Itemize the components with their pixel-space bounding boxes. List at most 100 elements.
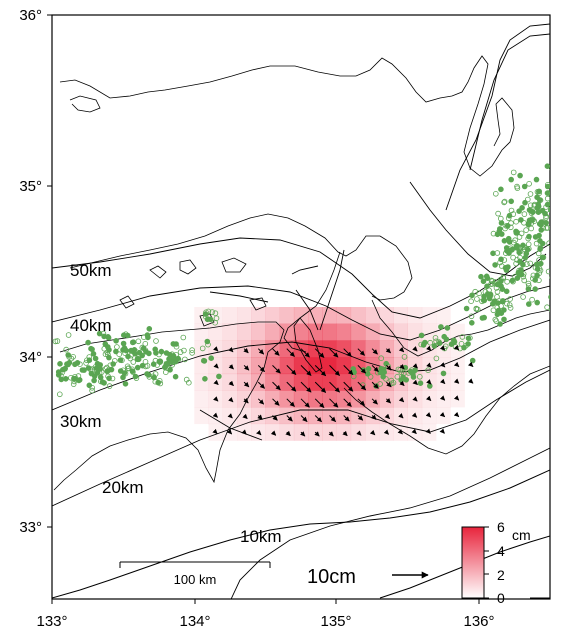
earthquake-point bbox=[420, 342, 427, 348]
earthquake-point bbox=[520, 261, 526, 268]
earthquake-point bbox=[523, 227, 529, 233]
earthquake-point bbox=[204, 338, 211, 345]
earthquake-point bbox=[152, 378, 159, 385]
earthquake-point bbox=[417, 380, 424, 387]
earthquake-point bbox=[520, 273, 527, 280]
displacement-arrow bbox=[453, 395, 460, 401]
displacement-arrow bbox=[467, 361, 474, 367]
displacement-arrow bbox=[412, 346, 418, 352]
displacement-arrow bbox=[329, 398, 339, 408]
earthquake-point bbox=[514, 183, 520, 190]
earthquake-point bbox=[383, 376, 389, 382]
earthquake-point bbox=[120, 367, 126, 374]
displacement-arrow bbox=[243, 398, 249, 404]
earthquake-point bbox=[135, 338, 142, 345]
earthquake-point bbox=[102, 341, 109, 347]
earthquake-point bbox=[537, 260, 544, 267]
earthquake-point bbox=[182, 356, 188, 363]
earthquake-point bbox=[92, 355, 99, 362]
displacement-cell bbox=[222, 323, 238, 341]
earthquake-point bbox=[548, 207, 550, 213]
earthquake-point bbox=[526, 220, 532, 227]
lat-tick-36: 36° bbox=[19, 7, 42, 24]
earthquake-point bbox=[493, 318, 500, 324]
earthquake-point bbox=[83, 360, 89, 366]
earthquake-point bbox=[63, 346, 69, 353]
earthquake-point bbox=[85, 339, 91, 346]
earthquake-point bbox=[472, 288, 479, 295]
earthquake-point bbox=[532, 286, 538, 292]
displacement-arrow bbox=[439, 378, 446, 385]
earthquake-point bbox=[558, 223, 563, 228]
displacement-arrow bbox=[439, 428, 445, 434]
earthquake-point bbox=[154, 362, 161, 368]
earthquake-point bbox=[545, 268, 550, 275]
displacement-arrow bbox=[286, 365, 297, 375]
displacement-arrow bbox=[411, 428, 417, 435]
earthquake-point bbox=[508, 198, 515, 205]
displacement-cell bbox=[436, 307, 451, 324]
displacement-cell bbox=[265, 323, 280, 341]
earthquake-point bbox=[528, 210, 535, 216]
lat-tick-33: 33° bbox=[19, 519, 42, 536]
earthquake-point bbox=[488, 277, 495, 284]
earthquake-point bbox=[499, 286, 506, 293]
displacement-arrow bbox=[285, 430, 291, 437]
earthquake-point bbox=[534, 266, 541, 272]
earthquake-point bbox=[555, 216, 560, 221]
displacement-arrow bbox=[226, 429, 233, 435]
earthquake-point bbox=[528, 225, 534, 232]
earthquake-point bbox=[199, 345, 206, 352]
contour-10km bbox=[230, 447, 550, 599]
earthquake-point bbox=[504, 278, 510, 285]
earthquake-point bbox=[96, 330, 103, 337]
displacement-arrow bbox=[329, 381, 340, 393]
earthquake-point bbox=[463, 305, 470, 312]
earthquake-point bbox=[554, 201, 559, 206]
displacement-cell bbox=[194, 390, 209, 408]
displacement-arrow bbox=[399, 380, 405, 387]
earthquake-point bbox=[72, 374, 78, 380]
earthquake-point bbox=[469, 292, 475, 299]
earthquake-point bbox=[383, 360, 390, 367]
displacement-cell bbox=[279, 307, 295, 324]
earthquake-point bbox=[143, 348, 149, 355]
reference-vector-label: 10cm bbox=[307, 566, 356, 588]
earthquake-point bbox=[474, 296, 480, 302]
displacement-cell bbox=[350, 323, 366, 341]
coast-shikoku bbox=[53, 321, 285, 491]
earthquake-point bbox=[89, 387, 95, 394]
earthquake-point bbox=[494, 281, 501, 288]
contour-20km bbox=[52, 369, 550, 507]
earthquake-point bbox=[501, 238, 508, 244]
displacement-cell bbox=[251, 307, 266, 324]
earthquake-point bbox=[377, 369, 384, 376]
displacement-arrow bbox=[426, 362, 432, 368]
displacement-arrow bbox=[257, 414, 263, 420]
earthquake-point bbox=[536, 190, 542, 197]
earthquake-point bbox=[510, 254, 516, 261]
earthquake-point bbox=[554, 170, 559, 175]
lon-tick-136: 136° bbox=[463, 613, 494, 630]
earthquake-point bbox=[549, 276, 550, 280]
displacement-arrow bbox=[286, 381, 297, 392]
earthquake-point bbox=[432, 335, 439, 341]
earthquake-point bbox=[58, 372, 64, 379]
displacement-cell bbox=[350, 307, 366, 324]
earthquake-point bbox=[410, 371, 416, 377]
earthquake-point bbox=[146, 325, 153, 332]
earthquake-point bbox=[498, 310, 505, 317]
displacement-arrow bbox=[453, 361, 460, 368]
earthquake-point bbox=[490, 230, 497, 237]
earthquake-point bbox=[500, 297, 506, 304]
earthquake-point bbox=[394, 373, 401, 380]
earthquake-point bbox=[514, 229, 520, 236]
displacement-arrow bbox=[213, 379, 219, 386]
earthquake-point bbox=[106, 354, 112, 361]
earthquake-point bbox=[209, 309, 216, 315]
earthquake-point bbox=[121, 332, 127, 339]
earthquake-point bbox=[398, 369, 405, 376]
earthquake-point bbox=[130, 369, 136, 375]
earthquake-point bbox=[517, 245, 524, 251]
displacement-cell bbox=[265, 307, 280, 324]
